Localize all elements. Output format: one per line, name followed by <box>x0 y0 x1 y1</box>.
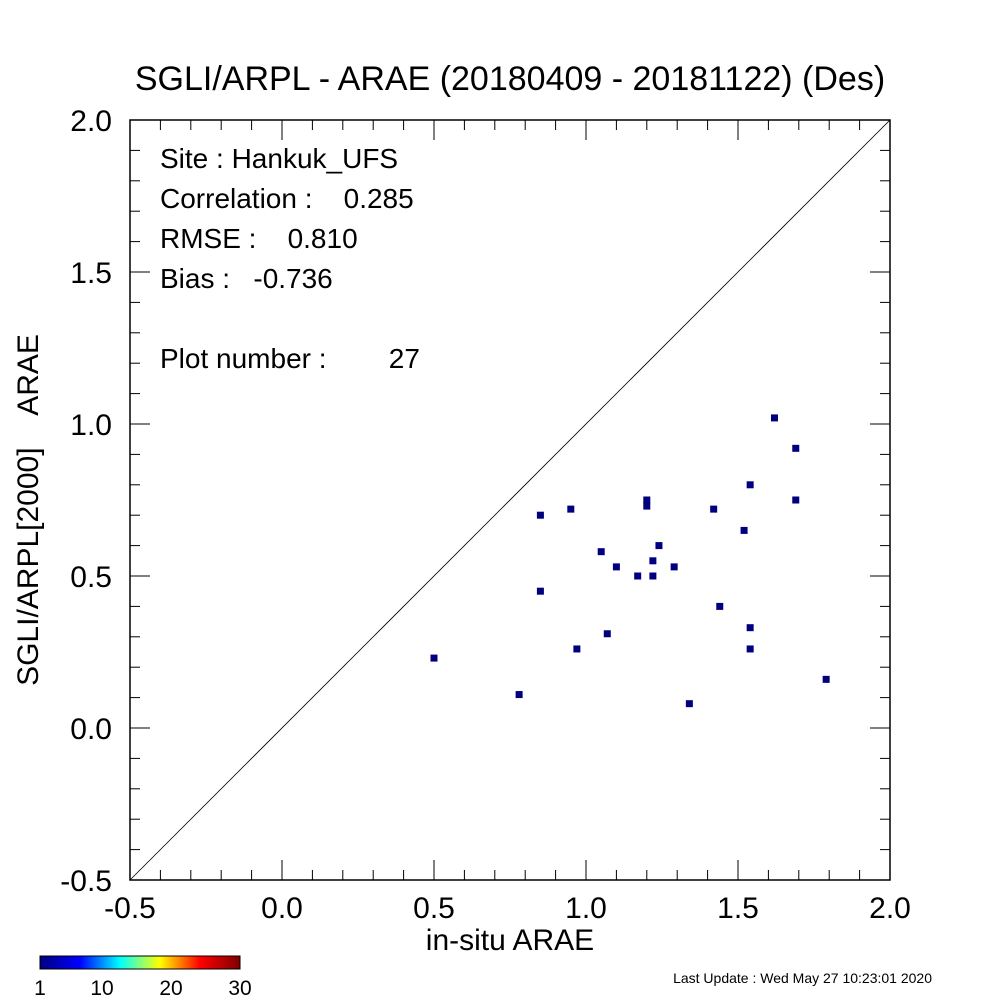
x-tick-label: -0.5 <box>104 892 156 925</box>
data-point <box>746 645 754 653</box>
data-point <box>670 563 678 571</box>
one-to-one-line <box>129 119 891 881</box>
data-point <box>603 630 611 638</box>
data-point <box>536 511 544 519</box>
y-axis-label: SGLI/ARPL[2000] ARAE <box>12 334 45 686</box>
data-point <box>746 481 754 489</box>
data-point <box>430 654 438 662</box>
data-point <box>643 502 651 510</box>
stat-annotation: RMSE : 0.810 <box>160 223 358 254</box>
data-point <box>515 691 523 699</box>
data-point <box>710 505 718 513</box>
stat-annotation: Site : Hankuk_UFS <box>160 143 398 174</box>
data-point <box>655 542 663 550</box>
data-point <box>746 624 754 632</box>
data-point <box>567 505 575 513</box>
chart-title: SGLI/ARPL - ARAE (20180409 - 20181122) (… <box>135 60 885 98</box>
y-tick-label: 0.5 <box>70 561 112 594</box>
data-point <box>792 496 800 504</box>
x-tick-label: 0.0 <box>261 892 303 925</box>
data-point <box>649 572 657 580</box>
stat-annotation: Plot number : 27 <box>160 343 420 374</box>
data-point <box>536 587 544 595</box>
stat-annotation: Bias : -0.736 <box>160 263 333 294</box>
data-point <box>770 414 778 422</box>
data-point <box>792 444 800 452</box>
colorbar <box>40 956 240 969</box>
x-tick-label: 2.0 <box>869 892 911 925</box>
x-axis-label: in-situ ARAE <box>426 924 594 957</box>
y-tick-label: 1.0 <box>70 409 112 442</box>
x-tick-label: 1.0 <box>565 892 607 925</box>
colorbar-border <box>39 955 241 970</box>
data-point <box>634 572 642 580</box>
y-tick-label: 0.0 <box>70 713 112 746</box>
last-update-text: Last Update : Wed May 27 10:23:01 2020 <box>673 970 932 986</box>
data-point <box>573 645 581 653</box>
x-tick-label: 1.5 <box>717 892 759 925</box>
y-tick-label: 2.0 <box>70 105 112 138</box>
y-tick-label: -0.5 <box>60 865 112 898</box>
data-point <box>612 563 620 571</box>
y-tick-label: 1.5 <box>70 257 112 290</box>
data-point <box>649 557 657 565</box>
colorbar-tick-label: 1 <box>34 977 46 1000</box>
data-point <box>643 496 651 504</box>
data-point <box>822 675 830 683</box>
colorbar-tick-label: 20 <box>159 977 182 1000</box>
plot-frame <box>129 119 891 881</box>
stat-annotation: Correlation : 0.285 <box>160 183 414 214</box>
colorbar-tick-label: 10 <box>90 977 113 1000</box>
data-point <box>716 602 724 610</box>
colorbar-tick-label: 30 <box>228 977 251 1000</box>
x-tick-label: 0.5 <box>413 892 455 925</box>
data-point <box>597 548 605 556</box>
data-point <box>740 526 748 534</box>
data-point <box>685 700 693 708</box>
